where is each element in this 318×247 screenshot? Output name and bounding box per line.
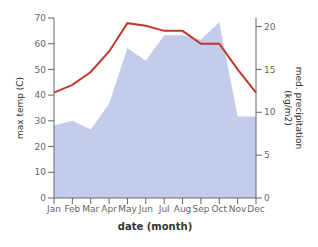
svg-text:Sep: Sep — [192, 204, 209, 214]
svg-text:max temp (C): max temp (C) — [15, 77, 25, 139]
svg-text:Nov: Nov — [229, 204, 247, 214]
svg-text:40: 40 — [35, 90, 47, 100]
svg-text:70: 70 — [35, 13, 47, 23]
svg-text:5: 5 — [264, 150, 270, 160]
svg-text:May: May — [118, 204, 137, 214]
svg-text:Jul: Jul — [158, 204, 170, 214]
svg-text:date (month): date (month) — [118, 221, 192, 232]
svg-text:Apr: Apr — [101, 204, 117, 214]
svg-text:Feb: Feb — [64, 204, 80, 214]
svg-text:Dec: Dec — [247, 204, 264, 214]
svg-text:20: 20 — [264, 22, 276, 32]
svg-text:50: 50 — [35, 65, 47, 75]
svg-text:60: 60 — [35, 39, 47, 49]
svg-text:Jun: Jun — [138, 204, 153, 214]
svg-text:Jan: Jan — [46, 204, 61, 214]
svg-text:20: 20 — [35, 142, 47, 152]
svg-text:30: 30 — [35, 116, 47, 126]
svg-text:Mar: Mar — [82, 204, 99, 214]
svg-text:10: 10 — [264, 107, 276, 117]
svg-text:15: 15 — [264, 65, 275, 75]
svg-text:med. precipitation(kg/m2): med. precipitation(kg/m2) — [283, 67, 304, 149]
svg-text:Aug: Aug — [174, 204, 192, 214]
svg-text:Oct: Oct — [211, 204, 227, 214]
svg-text:0: 0 — [40, 193, 46, 203]
svg-text:10: 10 — [35, 167, 47, 177]
svg-text:0: 0 — [264, 193, 270, 203]
